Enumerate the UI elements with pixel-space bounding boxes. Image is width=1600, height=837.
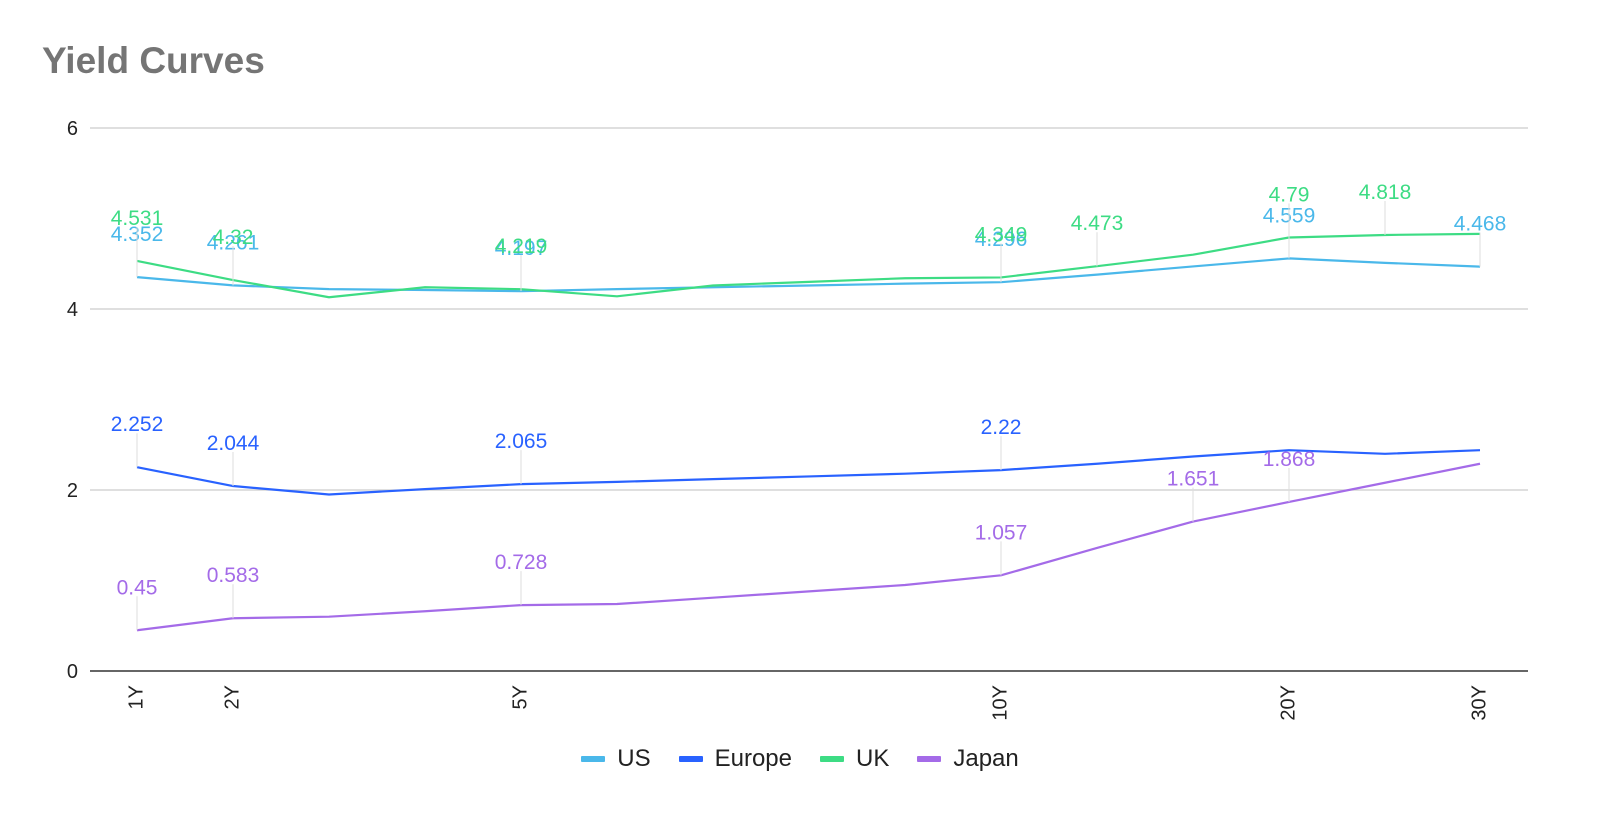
data-label-us: 4.197	[495, 237, 548, 260]
x-tick-label: 2Y	[221, 685, 243, 709]
series-line-europe	[136, 449, 1481, 496]
legend-swatch-uk	[820, 756, 844, 762]
data-label-japan: 1.868	[1263, 448, 1316, 471]
x-tick-label: 20Y	[1277, 685, 1299, 721]
y-tick-label: 4	[67, 299, 78, 321]
legend-item-europe[interactable]: Europe	[678, 745, 792, 773]
legend-item-japan[interactable]: Japan	[917, 745, 1019, 773]
series-line-us	[136, 257, 1481, 293]
chart-title: Yield Curves	[42, 40, 265, 81]
data-label-japan: 0.728	[495, 551, 548, 574]
legend-item-us[interactable]: US	[581, 745, 651, 773]
legend-label-japan: Japan	[953, 745, 1019, 772]
data-label-uk: 4.32	[213, 226, 254, 249]
series-line-japan	[136, 462, 1481, 632]
x-tick-label: 5Y	[509, 685, 531, 709]
y-tick-label: 0	[67, 661, 78, 683]
x-tick-label: 1Y	[125, 685, 147, 709]
legend-swatch-japan	[917, 756, 942, 762]
data-label-us: 4.468	[1454, 213, 1507, 236]
data-label-uk: 4.79	[1269, 184, 1310, 207]
data-label-japan: 1.057	[975, 521, 1028, 544]
legend-label-uk: UK	[856, 745, 890, 772]
data-label-japan: 0.583	[207, 564, 260, 587]
legend-swatch-us	[581, 756, 606, 762]
data-label-europe: 2.22	[981, 416, 1022, 439]
data-label-uk: 4.219	[495, 235, 548, 258]
series-line-uk	[136, 232, 1481, 299]
chart-legend: US Europe UK Japan	[0, 745, 1600, 773]
data-label-us: 4.296	[975, 228, 1028, 251]
y-tick-label: 2	[67, 480, 78, 502]
legend-label-europe: Europe	[714, 745, 792, 772]
data-label-europe: 2.065	[495, 430, 548, 453]
data-label-us: 4.261	[207, 231, 260, 254]
data-label-uk: 4.473	[1071, 212, 1124, 235]
data-label-japan: 1.651	[1167, 468, 1220, 491]
legend-swatch-europe	[678, 756, 703, 762]
data-label-uk: 4.818	[1359, 181, 1412, 204]
data-label-europe: 2.044	[207, 432, 260, 455]
y-tick-label: 6	[67, 118, 78, 140]
data-label-europe: 2.252	[111, 413, 164, 436]
data-label-uk: 4.531	[111, 207, 164, 230]
data-label-japan: 0.45	[117, 576, 158, 599]
legend-label-us: US	[617, 745, 651, 772]
data-label-uk: 4.349	[975, 223, 1028, 246]
x-tick-label: 30Y	[1468, 685, 1490, 721]
x-tick-label: 10Y	[989, 685, 1011, 721]
legend-item-uk[interactable]: UK	[820, 745, 889, 773]
